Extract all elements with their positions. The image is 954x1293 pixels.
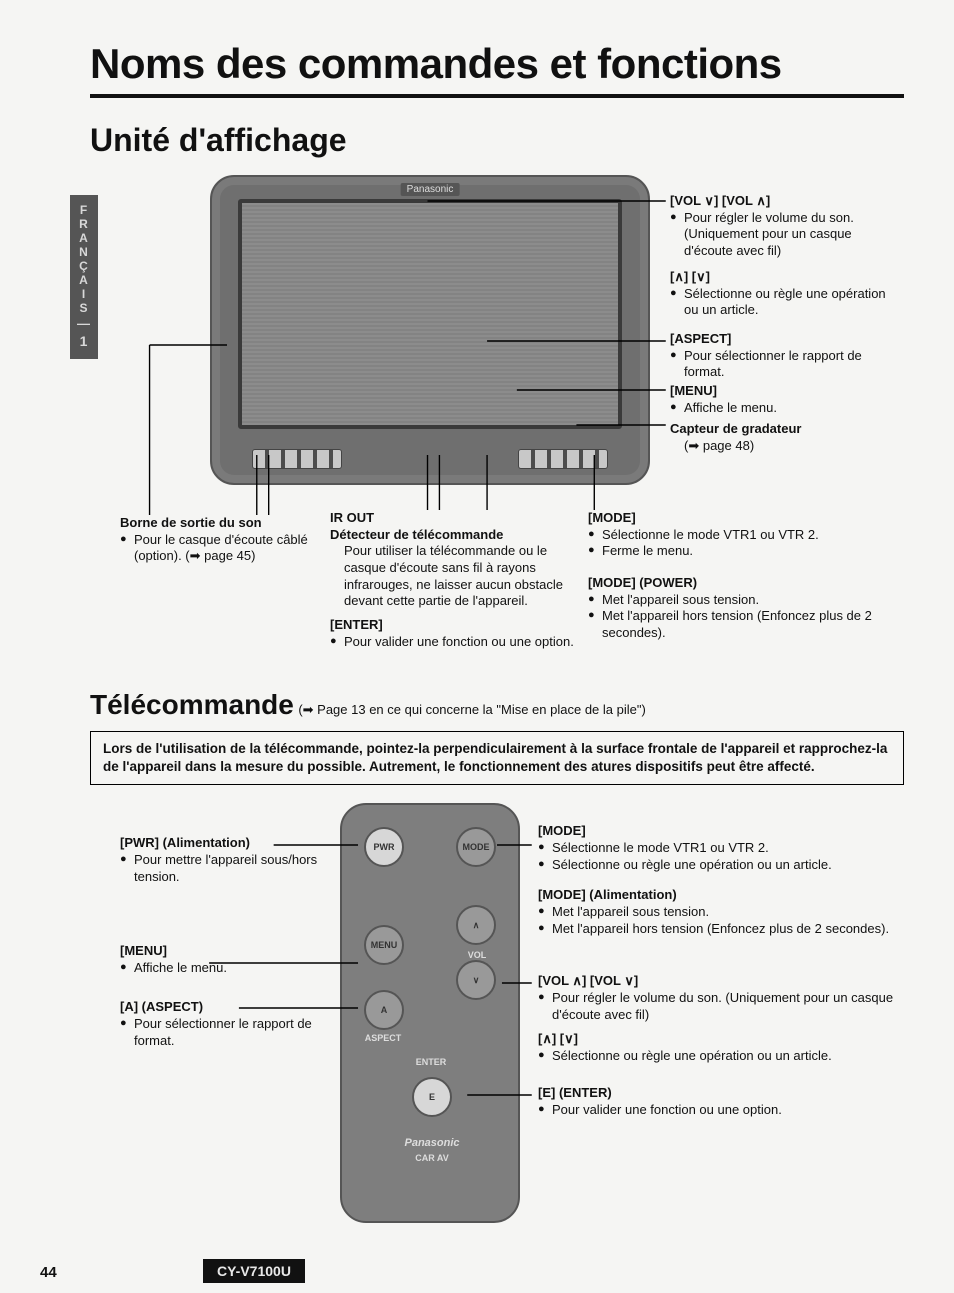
irout-text: Pour utiliser la télécommande ou le casq… <box>330 543 580 610</box>
vol-text: Pour régler le volume du son. (Uniquemen… <box>670 210 900 260</box>
remote-pwr-label: [PWR] (Alimentation) <box>120 835 250 850</box>
remote-mode-pwr-text1: Met l'appareil sous tension. <box>538 904 898 921</box>
remote-enter-callout: [E] (ENTER) Pour valider une fonction ou… <box>538 1085 898 1118</box>
remote-menu-label: [MENU] <box>120 943 167 958</box>
enter-label: [ENTER] <box>330 617 383 632</box>
aspect-callout: [ASPECT] Pour sélectionner le rapport de… <box>670 331 900 381</box>
remote-btn-pwr: PWR <box>364 827 404 867</box>
remote-arrows-callout: [∧] [∨] Sélectionne ou règle une opérati… <box>538 1031 898 1064</box>
remote-title: Télécommande <box>90 689 294 720</box>
remote-mode-sel-text1: Sélectionne le mode VTR1 ou VTR 2. <box>538 840 898 857</box>
aspect-text: Pour sélectionner le rapport de format. <box>670 348 900 381</box>
irout-label: IR OUT <box>330 510 374 525</box>
menu-callout: [MENU] Affiche le menu. <box>670 383 900 416</box>
remote-brand: Panasonic <box>402 1137 462 1149</box>
remote-label-vol: VOL <box>452 950 502 960</box>
unit-section-title: Unité d'affichage <box>90 122 904 159</box>
borne-text: Pour le casque d'écoute câblé (option). … <box>120 532 320 565</box>
remote-aspect-text: Pour sélectionner le rapport de format. <box>120 1016 320 1049</box>
remote-heading-row: Télécommande (➡ Page 13 en ce qui concer… <box>90 689 904 721</box>
remote-mode-pwr-callout: [MODE] (Alimentation) Met l'appareil sou… <box>538 887 898 937</box>
remote-pwr-callout: [PWR] (Alimentation) Pour mettre l'appar… <box>120 835 320 885</box>
mode-power-label: [MODE] (POWER) <box>588 575 697 590</box>
remote-aspect-callout: [A] (ASPECT) Pour sélectionner le rappor… <box>120 999 320 1049</box>
remote-diagram: PWR MODE MENU ∧ ∨ VOL A ASPECT ENTER E P… <box>90 803 904 1263</box>
arrows-label: [∧] [∨] <box>670 269 710 284</box>
page-number: 44 <box>40 1264 57 1281</box>
mode-text2: Ferme le menu. <box>588 543 898 560</box>
capteur-label: Capteur de gradateur <box>670 421 801 436</box>
arrows-callout: [∧] [∨] Sélectionne ou règle une opérati… <box>670 269 900 319</box>
vol-callout: [VOL ∨] [VOL ∧] Pour régler le volume du… <box>670 193 900 260</box>
tv-illustration: Panasonic <box>210 175 650 485</box>
remote-enter-label: [E] (ENTER) <box>538 1085 612 1100</box>
tv-button-bar <box>252 449 608 469</box>
remote-menu-callout: [MENU] Affiche le menu. <box>120 943 320 976</box>
mode-power-text1: Met l'appareil sous tension. <box>588 592 908 609</box>
remote-illustration: PWR MODE MENU ∧ ∨ VOL A ASPECT ENTER E P… <box>340 803 520 1223</box>
page-title: Noms des commandes et fonctions <box>90 40 904 88</box>
remote-btn-menu: MENU <box>364 925 404 965</box>
remote-mode-sel-label: [MODE] <box>538 823 586 838</box>
irout-callout: IR OUT Détecteur de télécommande Pour ut… <box>330 510 580 610</box>
remote-btn-a: A <box>364 990 404 1030</box>
mode-callout: [MODE] Sélectionne le mode VTR1 ou VTR 2… <box>588 510 898 560</box>
remote-mode-pwr-text2: Met l'appareil hors tension (Enfoncez pl… <box>538 921 898 938</box>
remote-sub-brand: CAR AV <box>402 1153 462 1163</box>
mode-label: [MODE] <box>588 510 636 525</box>
mode-power-callout: [MODE] (POWER) Met l'appareil sous tensi… <box>588 575 908 642</box>
capteur-callout: Capteur de gradateur (➡ page 48) <box>670 421 900 454</box>
tv-brand: Panasonic <box>401 183 460 196</box>
remote-enter-text: Pour valider une fonction ou une option. <box>538 1102 898 1119</box>
remote-label-aspect: ASPECT <box>358 1033 408 1043</box>
mode-power-text2: Met l'appareil hors tension (Enfoncez pl… <box>588 608 908 641</box>
remote-subtitle: (➡ Page 13 en ce qui concerne la "Mise e… <box>298 702 646 717</box>
remote-arrows-text: Sélectionne ou règle une opération ou un… <box>538 1048 898 1065</box>
mode-text1: Sélectionne le mode VTR1 ou VTR 2. <box>588 527 898 544</box>
capteur-ref: (➡ page 48) <box>670 438 754 453</box>
display-unit-diagram: Panasonic <box>90 175 904 685</box>
remote-menu-text: Affiche le menu. <box>120 960 320 977</box>
remote-mode-pwr-label: [MODE] (Alimentation) <box>538 887 677 902</box>
remote-vol-callout: [VOL ∧] [VOL ∨] Pour régler le volume du… <box>538 973 898 1023</box>
remote-mode-sel-callout: [MODE] Sélectionne le mode VTR1 ou VTR 2… <box>538 823 898 873</box>
header-rule <box>90 94 904 98</box>
remote-warning-box: Lors de l'utilisation de la télécommande… <box>90 731 904 785</box>
aspect-label: [ASPECT] <box>670 331 731 346</box>
remote-btn-e: E <box>412 1077 452 1117</box>
remote-vol-label: [VOL ∧] [VOL ∨] <box>538 973 638 988</box>
model-id: CY-V7100U <box>203 1259 305 1283</box>
irout-sublabel: Détecteur de télécommande <box>330 527 503 542</box>
remote-aspect-label: [A] (ASPECT) <box>120 999 203 1014</box>
menu-text: Affiche le menu. <box>670 400 900 417</box>
remote-btn-vol-up: ∧ <box>456 905 496 945</box>
remote-btn-mode: MODE <box>456 827 496 867</box>
menu-label: [MENU] <box>670 383 717 398</box>
borne-callout: Borne de sortie du son Pour le casque d'… <box>120 515 320 565</box>
remote-mode-sel-text2: Sélectionne ou règle une opération ou un… <box>538 857 898 874</box>
tv-screen <box>238 199 622 429</box>
remote-label-enter: ENTER <box>406 1057 456 1067</box>
remote-btn-vol-down: ∨ <box>456 960 496 1000</box>
vol-label: [VOL ∨] [VOL ∧] <box>670 193 770 208</box>
arrows-text: Sélectionne ou règle une opération ou un… <box>670 286 900 319</box>
remote-arrows-label: [∧] [∨] <box>538 1031 578 1046</box>
borne-label: Borne de sortie du son <box>120 515 262 530</box>
remote-pwr-text: Pour mettre l'appareil sous/hors tension… <box>120 852 320 885</box>
remote-vol-text: Pour régler le volume du son. (Uniquemen… <box>538 990 898 1023</box>
